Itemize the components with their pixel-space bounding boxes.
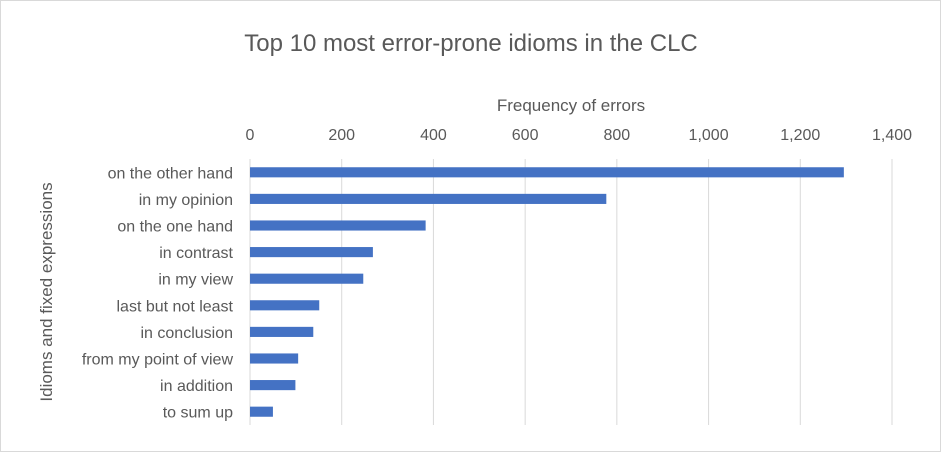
y-tick-label: in contrast [159, 245, 233, 262]
y-tick-label: in my view [158, 272, 233, 289]
bar [250, 353, 299, 364]
x-tick-label: 200 [328, 127, 355, 144]
y-tick-labels: on the other hand in my opinion on the one… [82, 165, 234, 421]
bar [250, 380, 296, 391]
y-tick-label: in my opinion [139, 192, 233, 209]
bar [250, 193, 607, 204]
x-tick-label: 400 [420, 127, 447, 144]
x-tick-label: 800 [604, 127, 631, 144]
y-tick-label: on the one hand [117, 219, 233, 236]
bars [250, 167, 844, 417]
bar [250, 300, 320, 311]
x-axis-title: Frequency of errors [497, 96, 645, 115]
bar [250, 220, 426, 231]
y-tick-label: last but not least [116, 298, 233, 315]
y-tick-label: to sum up [163, 405, 233, 422]
bar [250, 247, 373, 258]
y-axis-title: Idioms and fixed expressions [37, 182, 56, 401]
y-tick-label: on the other hand [108, 165, 233, 182]
x-tick-label: 1,400 [872, 127, 912, 144]
y-tick-label: from my point of view [82, 352, 234, 369]
y-tick-label: in conclusion [141, 325, 234, 342]
x-tick-labels: 0 200 400 600 800 1,000 1,200 1,400 [246, 127, 913, 144]
chart-title: Top 10 most error-prone idioms in the CL… [244, 30, 698, 57]
x-tick-label: 600 [512, 127, 539, 144]
y-tick-label: in addition [160, 378, 233, 395]
x-tick-label: 1,000 [689, 127, 729, 144]
bar [250, 326, 314, 337]
bar [250, 273, 364, 284]
bar [250, 167, 844, 178]
bar [250, 406, 273, 417]
x-tick-label: 1,200 [780, 127, 820, 144]
x-tick-label: 0 [246, 127, 255, 144]
